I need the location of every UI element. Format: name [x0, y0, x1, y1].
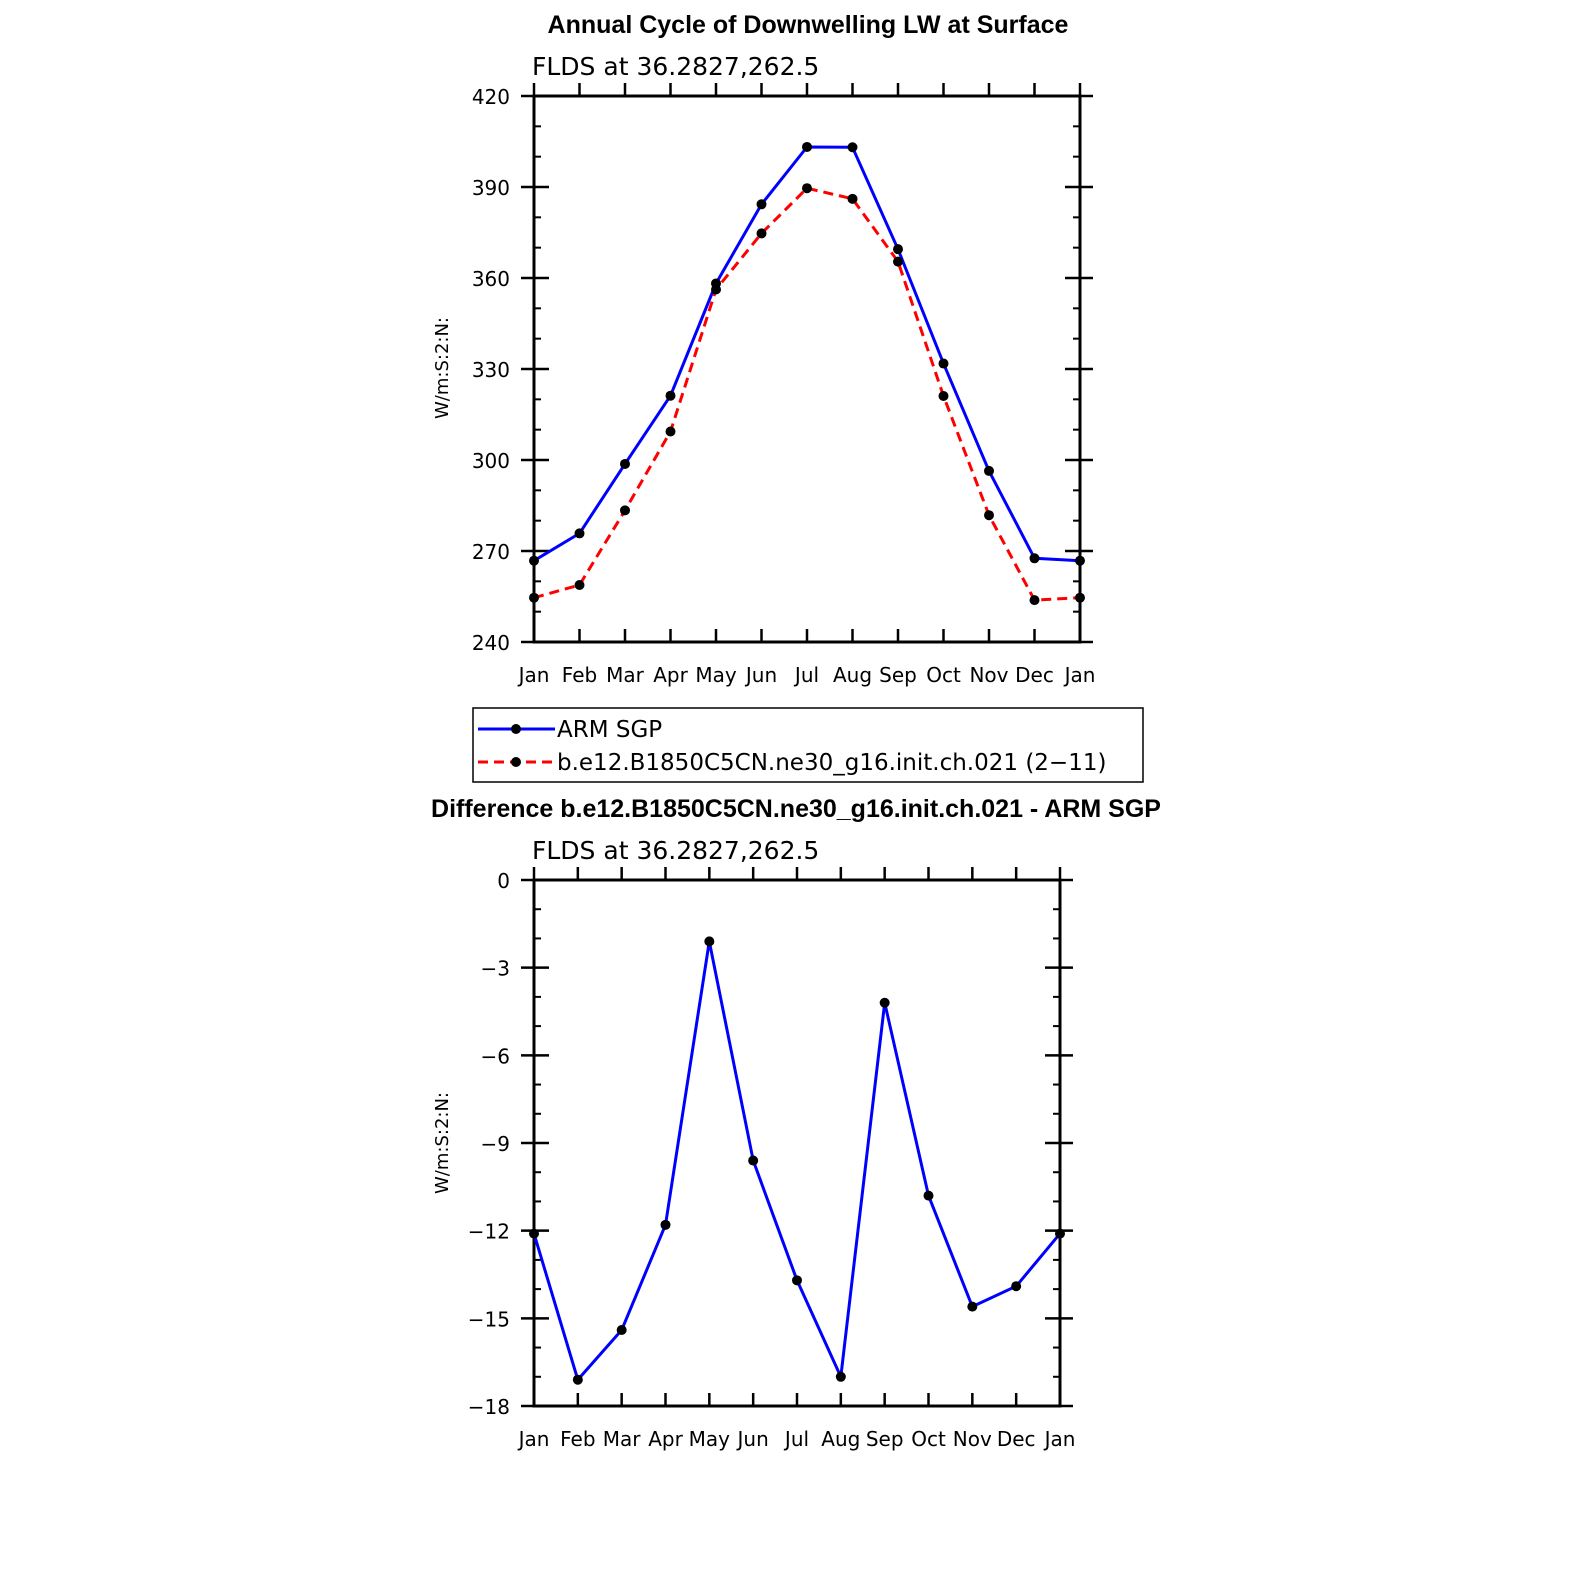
- x-tick-label: Nov: [953, 1427, 992, 1451]
- data-point: [660, 1219, 671, 1230]
- x-tick-label: Aug: [833, 663, 872, 687]
- legend-box: [472, 707, 1144, 783]
- data-point: [1029, 595, 1040, 606]
- data-point: [923, 1190, 934, 1201]
- data-point: [802, 141, 812, 152]
- y-axis-label: W/m:S:2:N:: [432, 1092, 453, 1194]
- data-point: [938, 390, 949, 401]
- x-tick-label: Feb: [560, 1427, 595, 1451]
- x-tick-label: May: [695, 663, 737, 687]
- y-tick-label: 330: [472, 358, 510, 382]
- x-tick-label: Dec: [1015, 663, 1054, 687]
- data-point: [616, 1325, 627, 1336]
- plot-frame: [532, 94, 1082, 644]
- x-tick-label: Nov: [969, 663, 1008, 687]
- y-tick-label: 240: [472, 631, 510, 655]
- chart-title: Annual Cycle of Downwelling LW at Surfac…: [548, 11, 1069, 39]
- x-tick-label: Jan: [517, 663, 550, 687]
- y-tick-label: −12: [468, 1220, 510, 1244]
- data-point: [748, 1155, 759, 1166]
- data-point: [967, 1301, 978, 1312]
- data-point: [847, 142, 858, 153]
- data-point: [756, 199, 767, 210]
- data-point: [1029, 553, 1040, 564]
- chart-subtitle: FLDS at 36.2827,262.5: [532, 836, 819, 865]
- data-point: [984, 510, 994, 521]
- series-line-1: [533, 186, 1081, 602]
- data-point: [665, 426, 676, 437]
- y-tick-label: −6: [481, 1044, 510, 1068]
- x-tick-label: Aug: [821, 1427, 860, 1451]
- data-point: [835, 1371, 846, 1382]
- x-tick-label: Apr: [648, 1427, 683, 1451]
- x-tick-label: Feb: [562, 663, 597, 687]
- y-tick-label: 300: [472, 449, 510, 473]
- y-tick-label: −18: [468, 1395, 510, 1419]
- annual-cycle-chart: Annual Cycle of Downwelling LW at Surfac…: [432, 11, 1095, 687]
- data-point: [704, 936, 715, 947]
- data-point: [893, 244, 903, 255]
- x-tick-label: Dec: [997, 1427, 1036, 1451]
- x-tick-label: Jun: [736, 1427, 769, 1451]
- y-tick-label: −3: [481, 957, 510, 981]
- data-point: [529, 592, 539, 603]
- series-line-0: [532, 939, 1062, 1382]
- data-point: [529, 1228, 539, 1239]
- x-tick-label: Jan: [517, 1427, 550, 1451]
- difference-chart: Difference b.e12.B1850C5CN.ne30_g16.init…: [431, 795, 1161, 1451]
- data-point: [879, 997, 890, 1008]
- x-tick-label: Oct: [911, 1427, 946, 1451]
- plot-frame: [532, 878, 1062, 1408]
- data-point: [620, 458, 630, 469]
- data-point: [802, 183, 812, 194]
- data-point: [665, 390, 676, 401]
- x-tick-label: May: [689, 1427, 731, 1451]
- x-tick-label: Jan: [1043, 1427, 1076, 1451]
- legend-marker: [511, 724, 521, 734]
- legend-label-arm-sgp: ARM SGP: [557, 717, 662, 743]
- data-point: [574, 528, 585, 539]
- y-tick-label: 270: [472, 540, 510, 564]
- x-tick-label: Oct: [926, 663, 961, 687]
- data-point: [620, 505, 630, 516]
- data-point: [1055, 1228, 1065, 1239]
- data-point: [529, 555, 539, 566]
- y-axis-label: W/m:S:2:N:: [432, 317, 453, 419]
- x-tick-label: Mar: [606, 663, 645, 687]
- x-tick-label: Mar: [603, 1427, 642, 1451]
- x-tick-label: Sep: [866, 1427, 904, 1451]
- data-point: [792, 1275, 802, 1286]
- y-tick-label: −9: [481, 1132, 510, 1156]
- legend-label-model: b.e12.B1850C5CN.ne30_g16.init.ch.021 (2−…: [557, 750, 1106, 776]
- data-point: [938, 358, 949, 369]
- x-tick-label: Jan: [1063, 663, 1096, 687]
- legend: ARM SGP b.e12.B1850C5CN.ne30_g16.init.ch…: [472, 707, 1144, 783]
- chart-subtitle: FLDS at 36.2827,262.5: [532, 52, 819, 81]
- data-point: [984, 465, 994, 476]
- data-point: [574, 579, 585, 590]
- data-point: [893, 256, 903, 267]
- data-point: [756, 228, 767, 239]
- chart-title: Difference b.e12.B1850C5CN.ne30_g16.init…: [431, 795, 1161, 823]
- x-tick-label: Jul: [793, 663, 819, 687]
- series-line-0: [533, 145, 1081, 563]
- x-tick-label: Jul: [783, 1427, 809, 1451]
- y-tick-label: 420: [472, 85, 510, 109]
- data-point: [1011, 1281, 1022, 1292]
- data-point: [572, 1374, 583, 1385]
- x-tick-label: Jun: [744, 663, 777, 687]
- data-point: [1075, 592, 1085, 603]
- data-point: [847, 193, 858, 204]
- y-tick-label: 390: [472, 176, 510, 200]
- legend-marker: [511, 757, 521, 767]
- data-point: [711, 284, 721, 295]
- data-point: [1075, 555, 1085, 566]
- x-tick-label: Sep: [879, 663, 917, 687]
- y-tick-label: −15: [468, 1307, 510, 1331]
- y-tick-label: 360: [472, 267, 510, 291]
- x-tick-label: Apr: [653, 663, 688, 687]
- y-tick-label: 0: [497, 869, 510, 893]
